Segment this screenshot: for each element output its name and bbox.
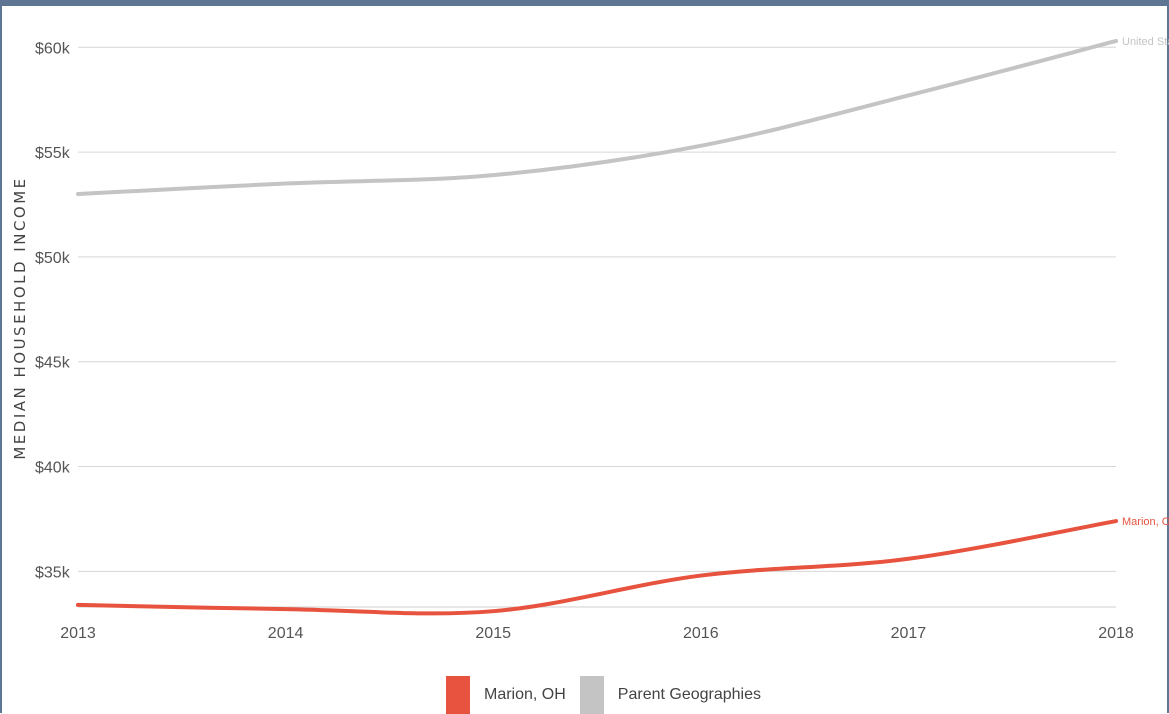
y-tick-label: $60k: [35, 40, 71, 57]
x-axis-ticks: 2013 2014 2015 2016 2017 2018: [60, 625, 1134, 642]
y-tick-label: $50k: [35, 250, 71, 267]
series-end-labels: Marion, OH United States: [1122, 36, 1169, 528]
x-tick-label: 2016: [683, 625, 719, 642]
y-tick-label: $40k: [35, 460, 71, 477]
x-tick-label: 2014: [268, 625, 304, 642]
legend-label-marion: Marion, OH: [484, 686, 566, 703]
legend: Marion, OH Parent Geographies: [446, 676, 775, 714]
x-tick-label: 2013: [60, 625, 96, 642]
legend-swatch-marion: [446, 676, 470, 714]
legend-label-parent: Parent Geographies: [617, 686, 761, 703]
right-border: [1167, 0, 1169, 713]
y-tick-label: $55k: [35, 145, 71, 162]
x-tick-label: 2018: [1098, 625, 1134, 642]
top-border: [0, 0, 1169, 6]
y-axis-title: MEDIAN HOUSEHOLD INCOME: [11, 176, 29, 459]
left-border: [0, 0, 2, 713]
y-axis-ticks: $35k $40k $45k $50k $55k $60k: [35, 40, 71, 581]
series-end-label: United States: [1122, 36, 1169, 48]
x-tick-label: 2017: [891, 625, 927, 642]
y-tick-label: $35k: [35, 564, 71, 581]
gridlines: [78, 46, 1116, 608]
y-tick-label: $45k: [35, 355, 71, 372]
series-end-label: Marion, OH: [1122, 516, 1169, 528]
x-tick-label: 2015: [475, 625, 511, 642]
legend-swatch-parent: [579, 676, 604, 714]
series-lines: [76, 38, 1118, 616]
series-line-parent: [76, 38, 1118, 197]
series-line-marion: [76, 519, 1118, 616]
